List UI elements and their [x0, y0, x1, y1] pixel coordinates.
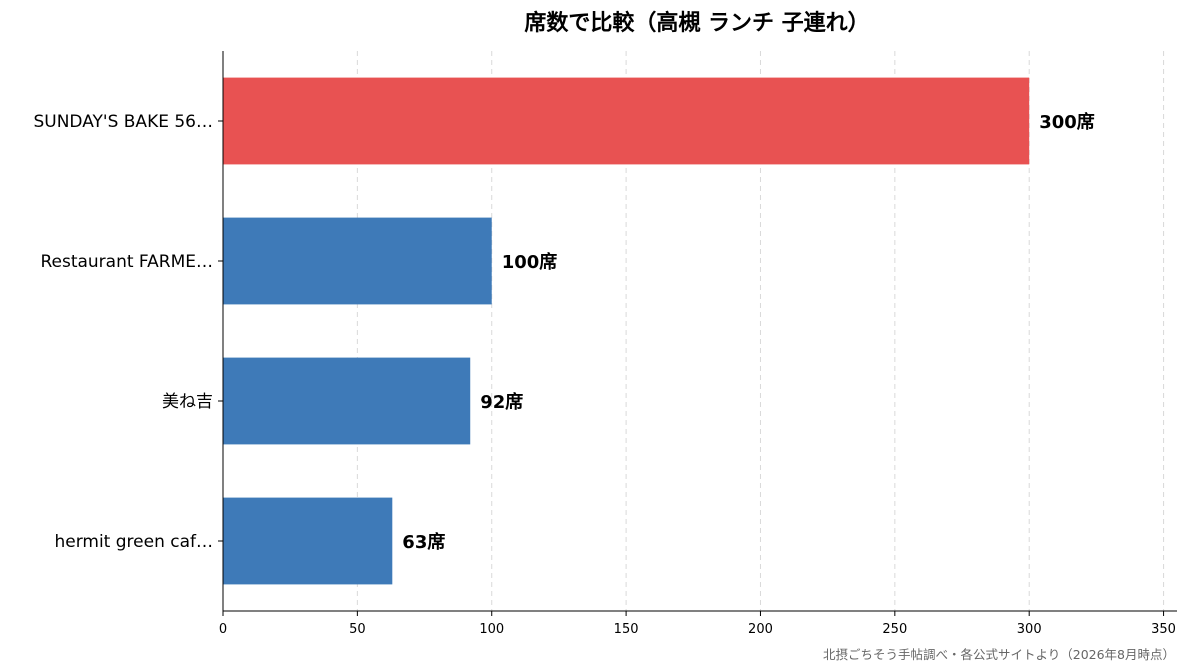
- x-tick-label: 0: [219, 622, 227, 637]
- x-tick-label: 100: [479, 622, 504, 637]
- category-label: hermit green caf…: [54, 532, 213, 552]
- x-ticks: 0 50 100 150 200 250 300 350: [219, 611, 1176, 637]
- category-label: SUNDAY'S BAKE 56…: [33, 112, 213, 132]
- x-tick-label: 250: [882, 622, 907, 637]
- source-note: 北摂ごちそう手帖調べ・各公式サイトより（2026年8月時点）: [823, 647, 1175, 662]
- chart-title: 席数で比較（高槻 ランチ 子連れ）: [524, 10, 869, 36]
- bar: [223, 77, 1030, 165]
- value-label: 63席: [402, 531, 445, 553]
- category-labels: SUNDAY'S BAKE 56… Restaurant FARME… 美ね吉 her…: [33, 112, 223, 552]
- axes: [222, 51, 1177, 612]
- x-tick-label: 150: [614, 622, 639, 637]
- x-tick-label: 300: [1017, 622, 1042, 637]
- value-label: 300席: [1039, 111, 1095, 133]
- x-tick-label: 350: [1151, 622, 1176, 637]
- category-label: 美ね吉: [162, 392, 213, 412]
- category-label: Restaurant FARME…: [40, 252, 213, 272]
- value-label: 92席: [480, 391, 523, 413]
- x-tick-label: 50: [349, 622, 366, 637]
- bar: [223, 217, 492, 305]
- value-label: 100席: [502, 251, 558, 273]
- value-labels: 300席 100席 92席 63席: [402, 111, 1094, 553]
- bar: [223, 357, 471, 445]
- x-tick-label: 200: [748, 622, 773, 637]
- bar: [223, 497, 393, 585]
- bars: [223, 77, 1030, 585]
